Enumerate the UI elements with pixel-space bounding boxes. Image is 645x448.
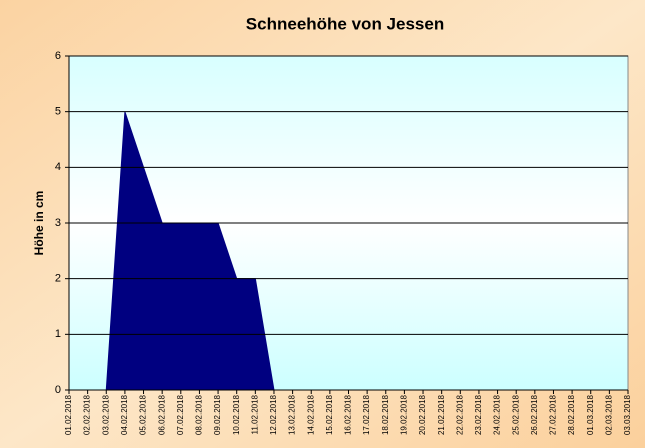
x-tick-label: 12.02.2018: [269, 394, 278, 435]
x-tick-label: 20.02.2018: [418, 394, 427, 435]
x-tick-label: 13.02.2018: [288, 394, 297, 435]
x-tick-label: 23.02.2018: [474, 394, 483, 435]
x-tick-label: 01.03.2018: [586, 394, 595, 435]
x-tick-label: 25.02.2018: [511, 394, 520, 435]
x-tick-label: 09.02.2018: [213, 394, 222, 435]
x-tick-label: 11.02.2018: [250, 394, 259, 434]
x-tick-label: 02.02.2018: [83, 394, 92, 435]
x-tick-label: 04.02.2018: [120, 394, 129, 435]
x-tick-label: 15.02.2018: [325, 394, 334, 435]
x-tick-label: 17.02.2018: [362, 394, 371, 435]
y-tick-label: 4: [55, 161, 61, 173]
chart-title: Schneehöhe von Jessen: [246, 14, 444, 33]
y-tick-label: 6: [55, 50, 61, 62]
x-tick-label: 16.02.2018: [344, 394, 353, 435]
x-tick-label: 26.02.2018: [530, 394, 539, 435]
x-tick-label: 07.02.2018: [176, 394, 185, 435]
x-tick-label: 01.02.2018: [64, 394, 73, 435]
y-tick-label: 2: [55, 273, 61, 285]
y-axis-label: Höhe in cm: [32, 191, 46, 256]
x-tick-label: 06.02.2018: [157, 394, 166, 435]
x-tick-label: 02.03.2018: [604, 394, 613, 435]
x-tick-label: 28.02.2018: [567, 394, 576, 435]
y-tick-label: 3: [55, 217, 61, 229]
x-tick-label: 14.02.2018: [306, 394, 315, 435]
x-tick-label: 27.02.2018: [549, 394, 558, 435]
y-tick-label: 1: [55, 328, 61, 340]
x-tick-label: 22.02.2018: [455, 394, 464, 435]
x-tick-label: 24.02.2018: [493, 394, 502, 435]
x-tick-label: 10.02.2018: [232, 394, 241, 435]
x-tick-label: 03.03.2018: [623, 394, 632, 435]
x-tick-label: 03.02.2018: [101, 394, 110, 435]
x-tick-label: 19.02.2018: [400, 394, 409, 435]
y-tick-label: 0: [55, 384, 61, 396]
y-tick-label: 5: [55, 106, 61, 118]
x-tick-label: 18.02.2018: [381, 394, 390, 435]
x-tick-label: 05.02.2018: [139, 394, 148, 435]
x-tick-label: 21.02.2018: [437, 394, 446, 435]
x-tick-label: 08.02.2018: [195, 394, 204, 435]
